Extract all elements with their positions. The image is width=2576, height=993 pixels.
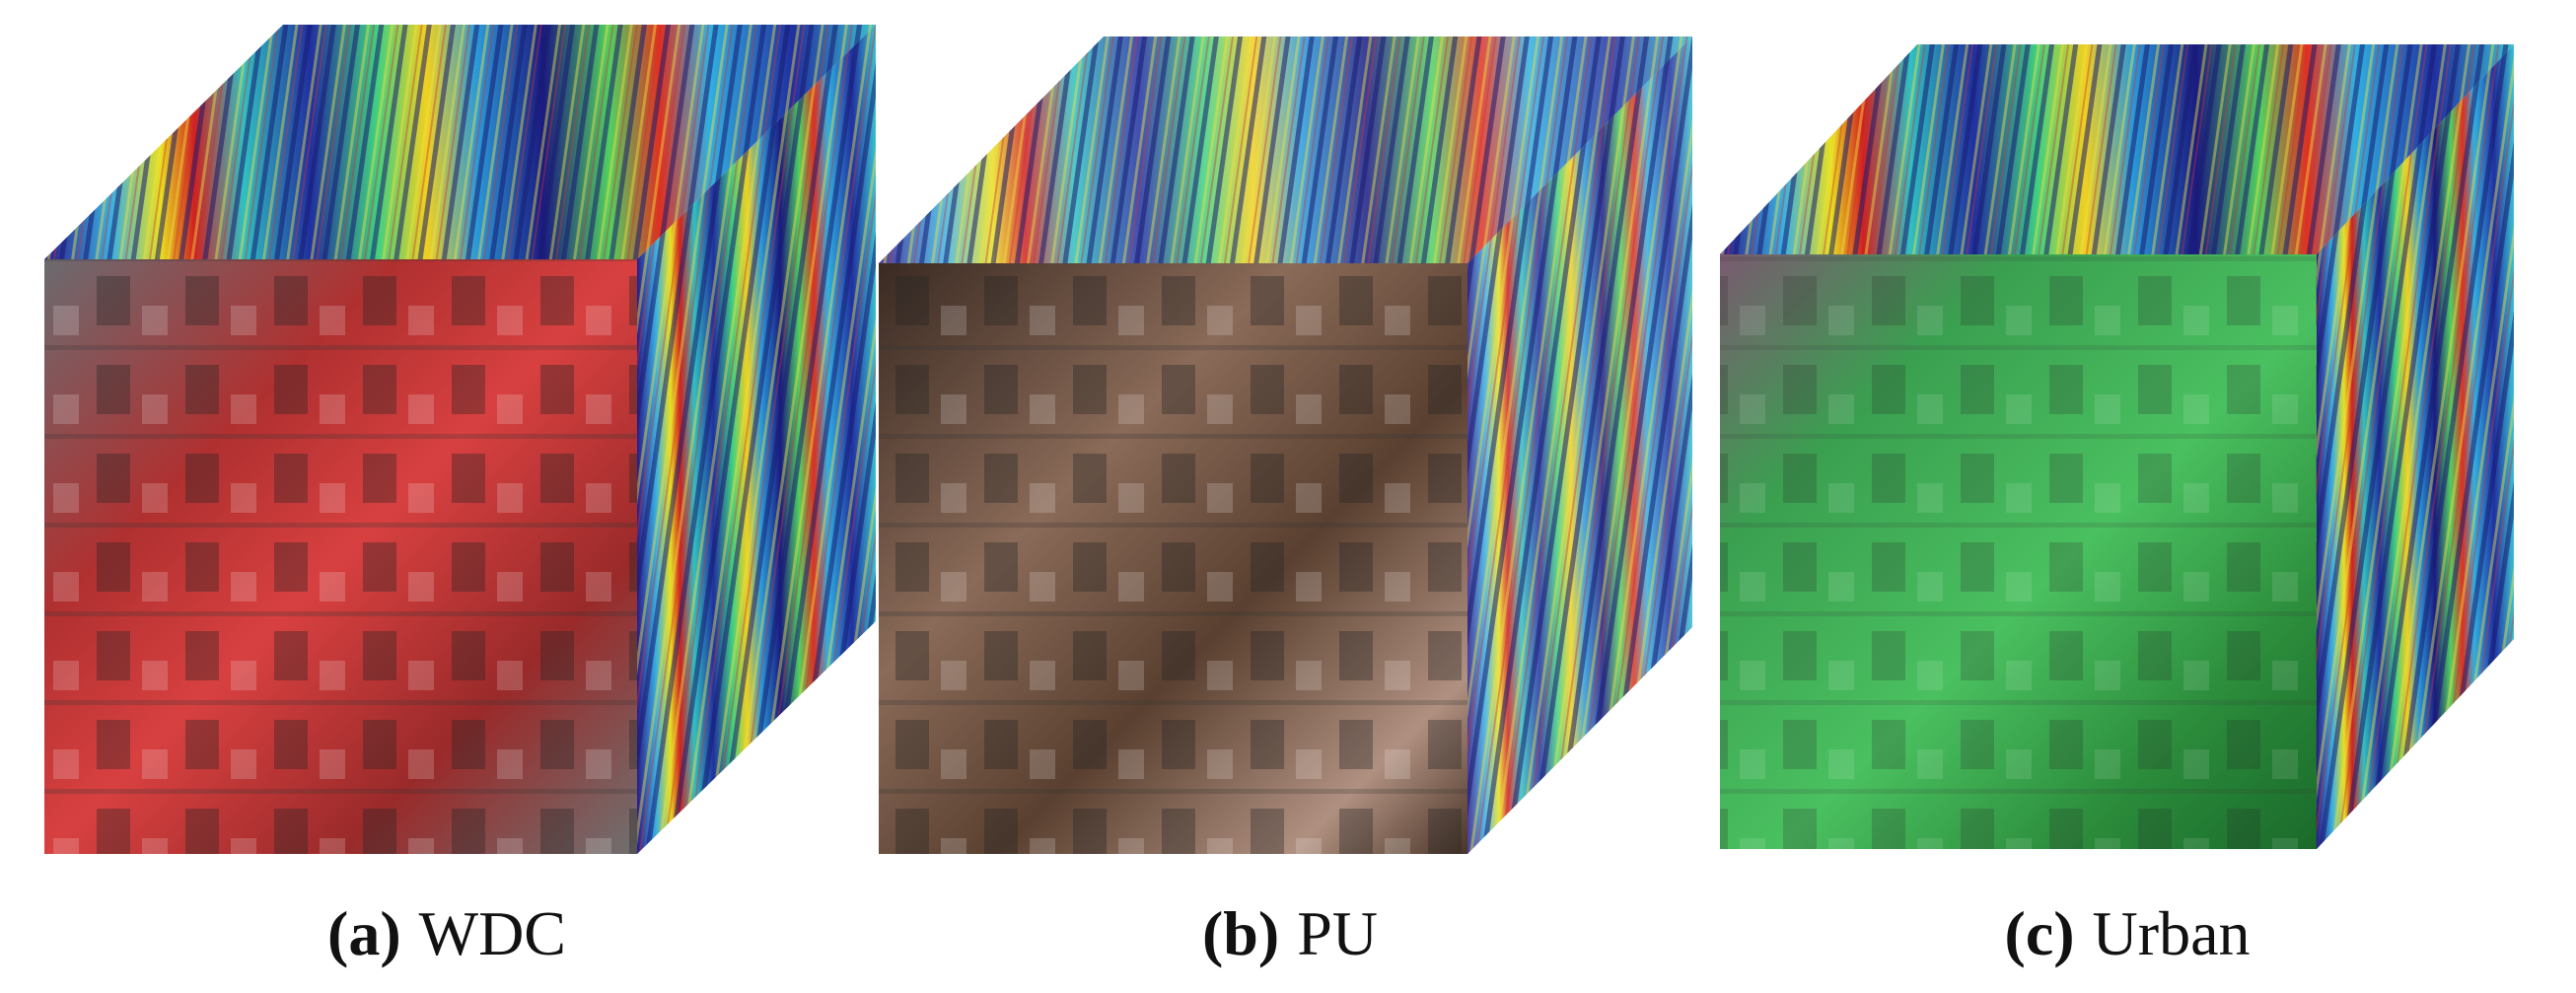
caption: (c) Urban — [2005, 898, 2251, 968]
cube-c — [1720, 44, 2514, 849]
cube-front-texture — [44, 259, 637, 854]
cube-front-texture — [1720, 254, 2317, 849]
caption-name: PU — [1297, 898, 1378, 968]
caption-label: (c) — [2005, 898, 2075, 968]
cube-b — [879, 36, 1692, 854]
caption-label: (b) — [1202, 898, 1279, 968]
caption: (b) PU — [1202, 898, 1378, 968]
cube-side-stripes — [2317, 44, 2514, 849]
caption: (a) WDC — [327, 898, 566, 968]
cube-top-stripes — [44, 25, 876, 259]
cube-side-stripes — [637, 25, 876, 854]
cube-top-stripes — [1720, 44, 2514, 254]
cube-front-texture — [879, 263, 1467, 854]
cube-a — [44, 25, 876, 854]
caption-name: WDC — [419, 898, 566, 968]
cube-top-stripes — [879, 36, 1692, 263]
caption-name: Urban — [2093, 898, 2251, 968]
cube-side-stripes — [1467, 36, 1692, 854]
caption-label: (a) — [327, 898, 401, 968]
